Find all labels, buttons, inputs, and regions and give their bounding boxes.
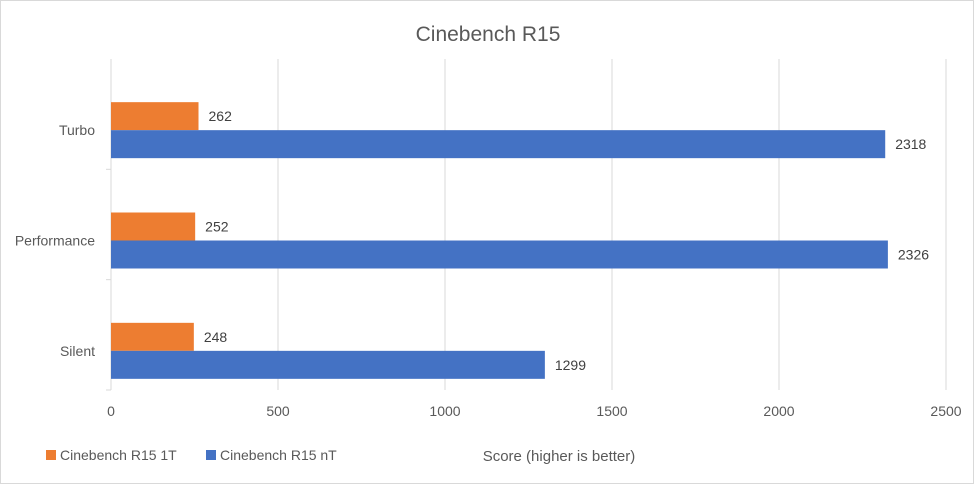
legend-label: Cinebench R15 nT — [220, 447, 337, 463]
x-axis-title: Score (higher is better) — [483, 448, 636, 465]
bar-nt — [111, 240, 888, 269]
bar-1t — [111, 322, 194, 351]
x-tick-label: 0 — [107, 403, 115, 419]
legend: Cinebench R15 1T Cinebench R15 nT — [46, 447, 337, 463]
data-labels: 262 2318 252 2326 248 1299 — [204, 108, 929, 373]
legend-label: Cinebench R15 1T — [60, 447, 177, 463]
data-label: 248 — [204, 329, 228, 345]
bar-1t — [111, 102, 199, 131]
bar-nt — [111, 130, 886, 159]
bar-1t — [111, 212, 196, 241]
x-tick-label: 2000 — [763, 403, 794, 419]
bar-nt — [111, 350, 545, 379]
data-label: 252 — [205, 219, 229, 235]
category-label: Turbo — [59, 122, 95, 138]
data-label: 262 — [209, 108, 233, 124]
category-label: Silent — [60, 343, 95, 359]
bars — [111, 102, 888, 379]
x-tick-label: 1500 — [596, 403, 627, 419]
category-label: Performance — [15, 233, 95, 249]
legend-swatch — [46, 450, 56, 460]
data-label: 2326 — [898, 247, 929, 263]
x-tick-label: 500 — [266, 403, 290, 419]
data-label: 1299 — [555, 357, 586, 373]
gridlines — [106, 59, 947, 391]
chart-title: Cinebench R15 — [416, 23, 561, 46]
x-tick-labels: 0 500 1000 1500 2000 2500 — [107, 403, 962, 419]
legend-swatch — [206, 450, 216, 460]
x-tick-label: 1000 — [429, 403, 460, 419]
data-label: 2318 — [895, 136, 926, 152]
x-tick-label: 2500 — [930, 403, 961, 419]
category-labels: Turbo Performance Silent — [15, 122, 95, 359]
